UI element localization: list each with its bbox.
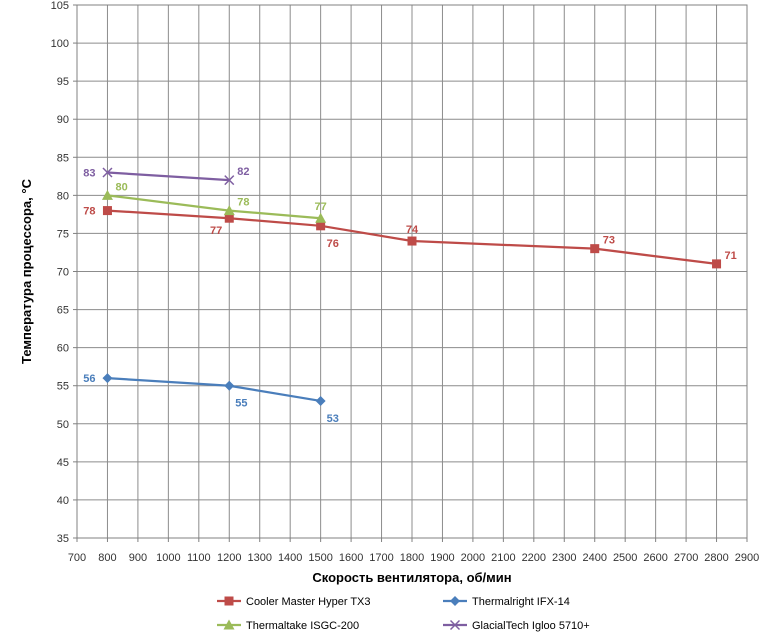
- legend-item: Thermaltake ISGC-200: [217, 619, 359, 632]
- data-label: 53: [327, 413, 339, 425]
- series-4: [102, 167, 235, 186]
- data-label: 78: [237, 197, 249, 209]
- x-tick-label: 800: [98, 552, 116, 564]
- legend-label: Thermaltake ISGC-200: [246, 620, 359, 632]
- data-point: [102, 167, 113, 178]
- x-tick-label: 2400: [582, 552, 606, 564]
- y-tick-label: 65: [57, 305, 69, 317]
- y-tick-label: 55: [57, 381, 69, 393]
- x-axis-ticks: 700 800 900 1000 1100 1200 1300 1400 1500 1600 170…: [68, 538, 759, 564]
- x-tick-label: 2000: [461, 552, 485, 564]
- data-point: [407, 236, 417, 246]
- y-tick-label: 105: [51, 0, 69, 12]
- legend-label: Cooler Master Hyper TX3: [246, 596, 371, 608]
- legend-label: GlacialTech Igloo 5710+: [472, 620, 590, 632]
- y-tick-label: 45: [57, 457, 69, 469]
- legend-marker: [223, 619, 235, 630]
- y-tick-label: 80: [57, 190, 69, 202]
- data-label: 77: [210, 225, 222, 237]
- y-axis-ticks: 35 40 45 50 55 60 65 70 75 80 85 90 95 100 105: [51, 0, 77, 545]
- data-label: 56: [83, 373, 95, 385]
- x-tick-label: 1300: [247, 552, 271, 564]
- data-point: [315, 395, 326, 406]
- legend-item: Cooler Master Hyper TX3: [217, 596, 371, 608]
- series-line: [107, 209, 717, 266]
- series-1: [102, 206, 722, 269]
- x-tick-label: 700: [68, 552, 86, 564]
- legend-label: Thermalright IFX-14: [472, 596, 570, 608]
- x-tick-label: 1500: [308, 552, 332, 564]
- legend-marker: [449, 619, 461, 631]
- y-tick-label: 75: [57, 228, 69, 240]
- y-tick-label: 95: [57, 76, 69, 88]
- series-line: [107, 171, 230, 182]
- legend-marker: [224, 596, 234, 606]
- y-tick-label: 70: [57, 267, 69, 279]
- y-tick-label: 60: [57, 343, 69, 355]
- x-tick-label: 1800: [400, 552, 424, 564]
- data-point: [224, 380, 235, 391]
- data-label: 71: [725, 250, 737, 262]
- series-2: [102, 373, 326, 406]
- data-label: 55: [235, 398, 247, 410]
- data-label: 82: [237, 166, 249, 178]
- series-line: [107, 194, 321, 220]
- series-3: [101, 189, 327, 223]
- legend: Cooler Master Hyper TX3 Thermalright IFX-…: [217, 596, 590, 632]
- x-tick-label: 2700: [674, 552, 698, 564]
- x-tick-label: 1100: [187, 552, 211, 564]
- series-group: [101, 167, 722, 406]
- x-tick-label: 2300: [552, 552, 576, 564]
- data-label: 74: [406, 224, 419, 236]
- y-tick-label: 90: [57, 114, 69, 126]
- data-label: 80: [115, 181, 127, 193]
- data-point: [712, 259, 722, 269]
- data-point: [224, 175, 235, 186]
- y-tick-label: 40: [57, 495, 69, 507]
- y-tick-label: 50: [57, 419, 69, 431]
- y-axis-title: Температура процессора, °C: [19, 178, 34, 364]
- data-label: 76: [327, 238, 339, 250]
- data-point: [315, 212, 327, 223]
- data-point: [316, 221, 326, 231]
- data-point: [223, 205, 235, 216]
- data-label: 78: [83, 206, 95, 218]
- x-tick-label: 1000: [156, 552, 180, 564]
- x-tick-label: 2600: [643, 552, 667, 564]
- data-label: 77: [315, 201, 327, 213]
- x-tick-label: 2200: [522, 552, 546, 564]
- x-tick-label: 1200: [217, 552, 241, 564]
- data-point: [224, 213, 234, 223]
- y-tick-label: 85: [57, 152, 69, 164]
- x-tick-label: 2500: [613, 552, 637, 564]
- y-tick-label: 35: [57, 533, 69, 545]
- data-labels: 78 77 76 74 73 71 56 55 53 80 78 77 83 82: [83, 166, 737, 425]
- x-tick-label: 1700: [369, 552, 393, 564]
- x-tick-label: 2800: [704, 552, 728, 564]
- x-tick-label: 1900: [430, 552, 454, 564]
- x-tick-label: 900: [129, 552, 147, 564]
- x-tick-label: 2900: [735, 552, 759, 564]
- y-tick-label: 100: [51, 38, 69, 50]
- data-point: [101, 189, 113, 200]
- x-axis-title: Скорость вентилятора, об/мин: [312, 570, 511, 585]
- series-line: [107, 376, 321, 403]
- data-point: [102, 373, 113, 384]
- x-tick-label: 1400: [278, 552, 302, 564]
- data-point: [590, 244, 600, 254]
- x-tick-label: 2100: [491, 552, 515, 564]
- legend-marker: [450, 596, 460, 606]
- legend-item: GlacialTech Igloo 5710+: [443, 619, 590, 632]
- x-tick-label: 1600: [339, 552, 363, 564]
- data-point: [102, 206, 112, 216]
- legend-item: Thermalright IFX-14: [443, 596, 570, 608]
- gridlines: [76, 4, 748, 539]
- data-label: 83: [83, 168, 95, 180]
- data-label: 73: [603, 235, 615, 247]
